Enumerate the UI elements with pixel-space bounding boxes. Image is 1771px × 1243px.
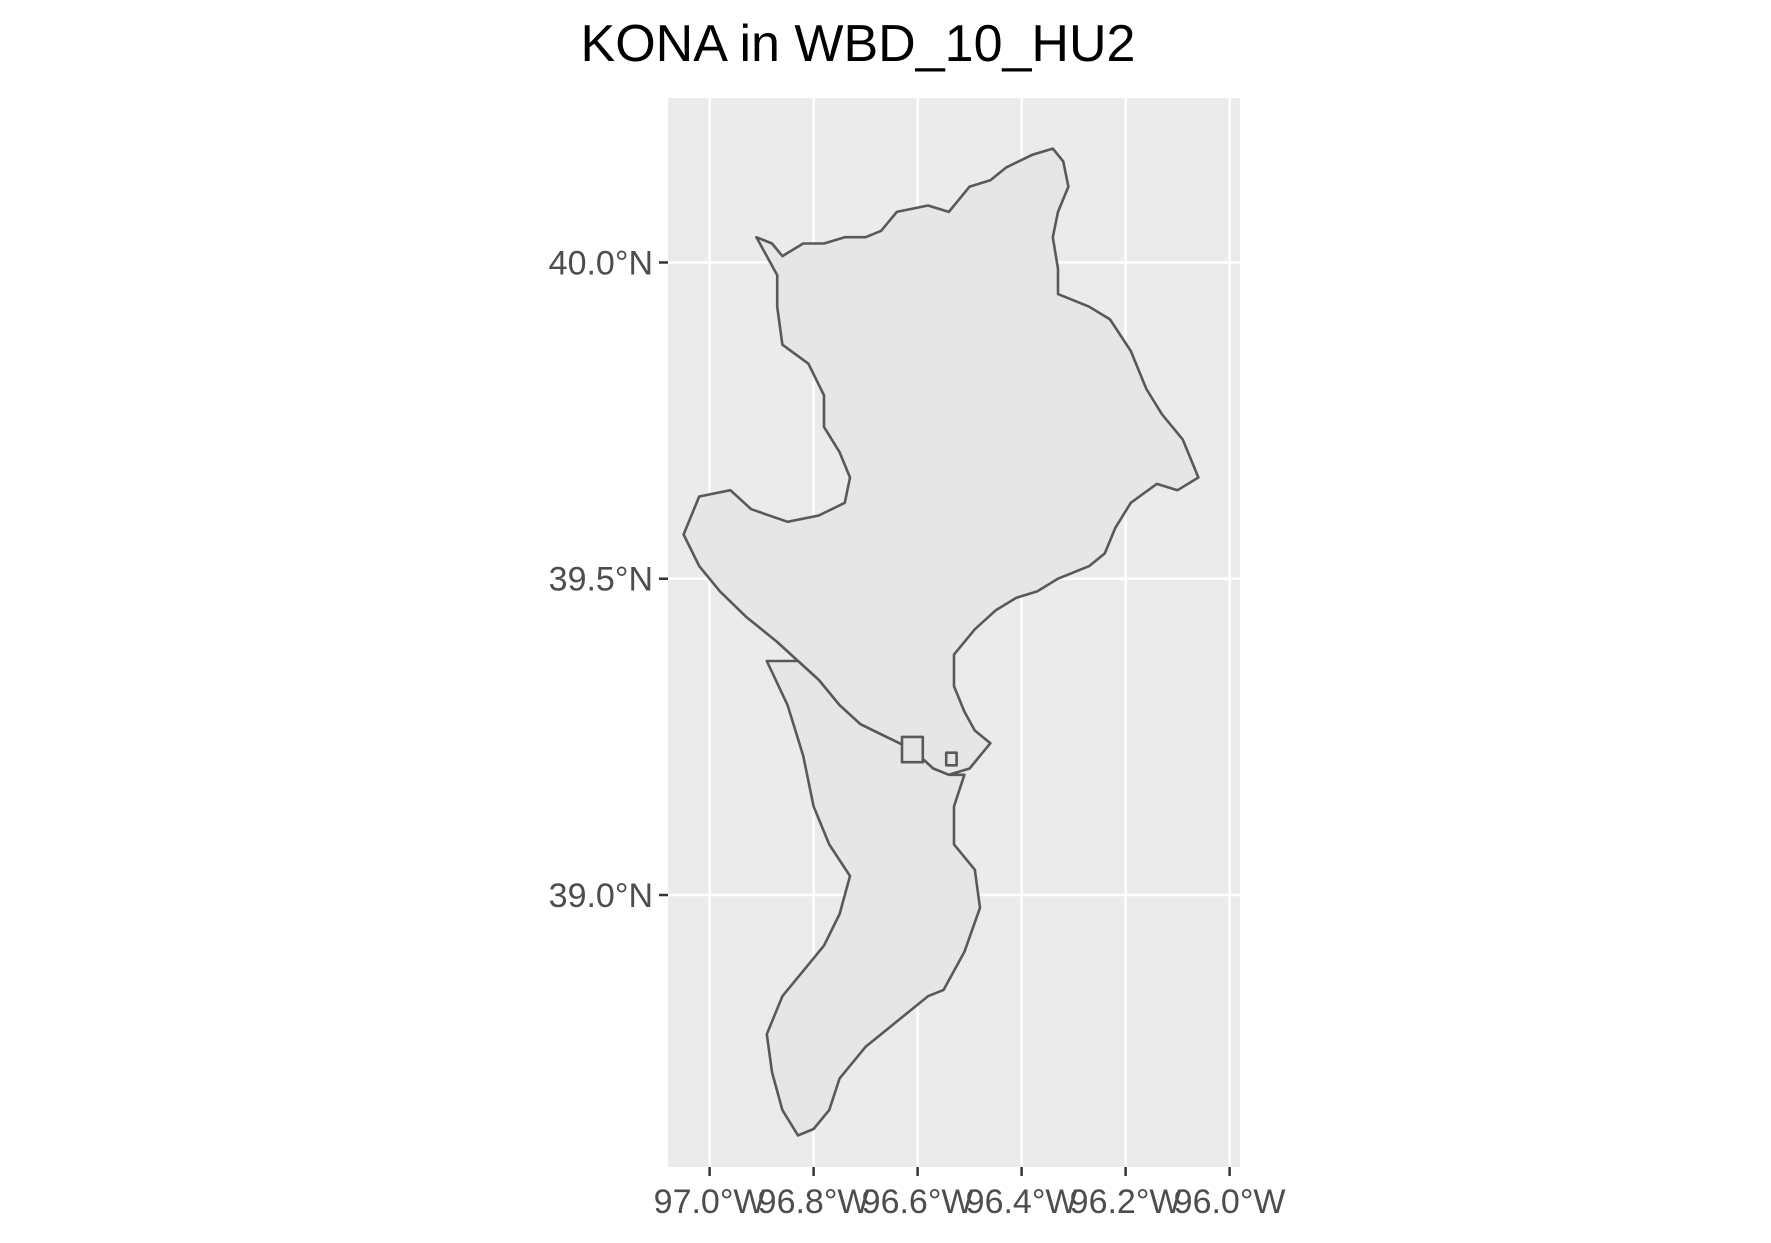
y-tick-label: 40.0°N (549, 244, 653, 282)
x-tick-label: 96.0°W (1174, 1183, 1286, 1221)
x-tick-label: 96.8°W (758, 1183, 870, 1221)
polygon-small-square-a (900, 735, 925, 764)
x-tick-label: 96.4°W (966, 1183, 1078, 1221)
chart-title: KONA in WBD_10_HU2 (580, 15, 1136, 73)
x-tick-label: 96.2°W (1070, 1183, 1182, 1221)
polygon-north-watershed (682, 147, 1200, 777)
y-tick-label: 39.5°N (549, 561, 653, 599)
x-tick-label: 97.0°W (654, 1183, 766, 1221)
x-tick-label: 96.6°W (862, 1183, 974, 1221)
y-tick-label: 39.0°N (549, 877, 653, 915)
polygon-small-square-b (944, 751, 958, 767)
